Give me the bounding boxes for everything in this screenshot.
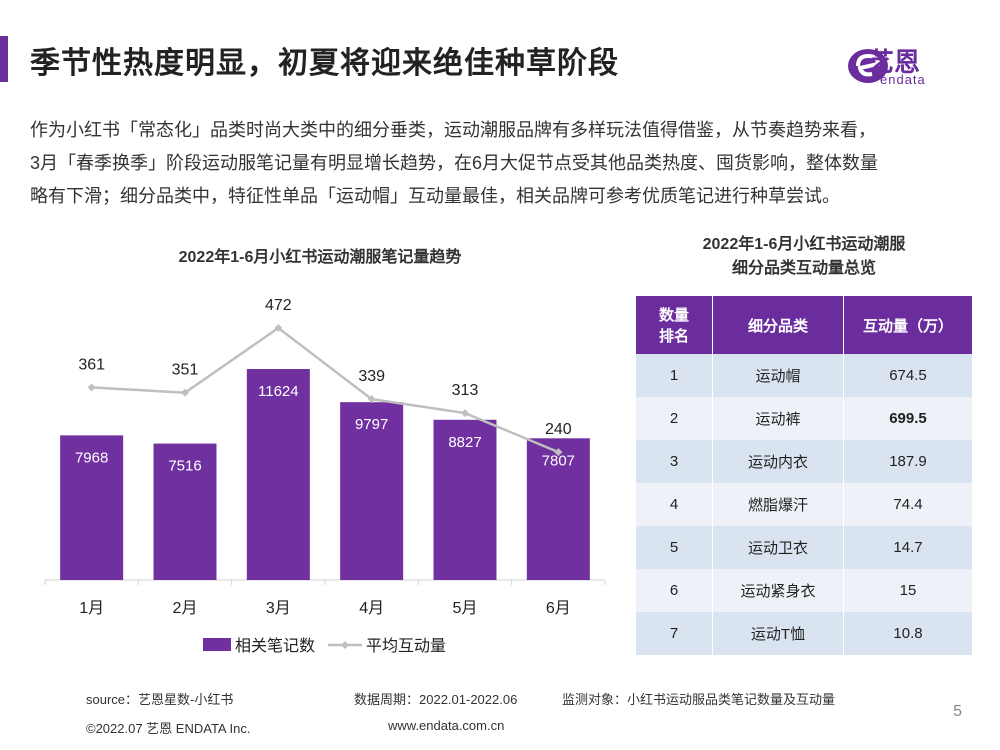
page-number: 5 xyxy=(953,703,962,720)
cell-value: 699.5 xyxy=(843,397,972,440)
line-value-label: 240 xyxy=(545,421,572,438)
x-tick-label: 6月 xyxy=(546,600,571,617)
line-value-label: 339 xyxy=(358,368,385,385)
legend-line-marker xyxy=(341,641,349,649)
legend-line-label: 平均互动量 xyxy=(366,637,446,655)
table-title-line: 2022年1-6月小红书运动潮服 xyxy=(702,236,906,253)
logo-subtext: endata xyxy=(880,72,926,87)
cell-value: 674.5 xyxy=(843,354,972,397)
line-point xyxy=(367,395,376,404)
table-row: 5 运动卫衣 14.7 xyxy=(636,526,972,569)
cell-value: 10.8 xyxy=(843,612,972,655)
cell-category: 运动紧身衣 xyxy=(712,569,844,612)
line-value-label: 313 xyxy=(452,382,479,399)
chart-title: 2022年1-6月小红书运动潮服笔记量趋势 xyxy=(178,249,462,266)
bar-value-label: 9797 xyxy=(355,416,388,433)
cell-category: 运动帽 xyxy=(712,354,844,397)
table-row: 4 燃脂爆汗 74.4 xyxy=(636,483,972,526)
header-rank-line: 数量 xyxy=(658,307,689,324)
cell-rank: 7 xyxy=(636,612,713,655)
line-point xyxy=(87,383,96,392)
cell-value: 15 xyxy=(843,569,972,612)
intro-line: 3月「春季换季」阶段运动服笔记量有明显增长趋势，在6月大促节点受其他品类热度、囤… xyxy=(30,153,879,173)
bar-value-label: 8827 xyxy=(448,434,481,451)
line-point xyxy=(461,409,469,418)
cell-rank: 4 xyxy=(636,483,713,526)
cell-value: 74.4 xyxy=(843,483,972,526)
intro-line: 略有下滑；细分品类中，特征性单品「运动帽」互动量最佳，相关品牌可参考优质笔记进行… xyxy=(30,186,840,206)
x-tick-label: 4月 xyxy=(359,600,384,617)
cell-category: 运动卫衣 xyxy=(712,526,844,569)
cell-rank: 3 xyxy=(636,440,713,483)
logo-text: 艺恩 xyxy=(868,47,921,77)
footer-period: 数据周期：2022.01-2022.06 xyxy=(354,692,518,707)
cell-value: 187.9 xyxy=(843,440,972,483)
intro-paragraph: 作为小红书「常态化」品类时尚大类中的细分垂类，运动潮服品牌有多样玩法值得借鉴，从… xyxy=(30,114,970,213)
legend-bar-label: 相关笔记数 xyxy=(235,637,315,655)
bar-value-label: 7807 xyxy=(542,452,575,469)
cell-category: 运动内衣 xyxy=(712,440,844,483)
cell-rank: 2 xyxy=(636,397,713,440)
cell-category: 燃脂爆汗 xyxy=(712,483,844,526)
cell-value: 14.7 xyxy=(843,526,972,569)
cell-category: 运动裤 xyxy=(712,397,844,440)
table-row: 7 运动T恤 10.8 xyxy=(636,612,972,655)
line-value-label: 351 xyxy=(172,362,199,379)
table-header-row: 数量 排名 细分品类 互动量（万） xyxy=(636,296,972,354)
footer-copyright: ©2022.07 艺恩 ENDATA Inc. xyxy=(86,721,251,736)
table-row: 6 运动紧身衣 15 xyxy=(636,569,972,612)
logo-mark-icon xyxy=(848,49,888,83)
table-row: 2 运动裤 699.5 xyxy=(636,397,972,440)
line-point xyxy=(554,448,563,457)
bar-value-label: 11624 xyxy=(258,383,299,400)
footer-object: 监测对象：小红书运动服品类笔记数量及互动量 xyxy=(562,692,836,707)
bar-6月 xyxy=(526,438,590,580)
table-title-line: 细分品类互动量总览 xyxy=(731,260,876,277)
bar-value-label: 7968 xyxy=(75,449,108,466)
line-point xyxy=(274,324,283,332)
cell-category: 运动T恤 xyxy=(712,612,844,655)
footer-website[interactable]: www.endata.com.cn xyxy=(388,718,505,733)
x-tick-label: 3月 xyxy=(266,600,291,617)
endata-logo xyxy=(848,49,888,83)
page-title: 季节性热度明显，初夏将迎来绝佳种草阶段 xyxy=(30,47,619,80)
line-value-label: 472 xyxy=(265,297,292,314)
bar-2月 xyxy=(153,443,217,580)
bar-3月 xyxy=(246,369,310,580)
table-row: 1 运动帽 674.5 xyxy=(636,354,972,397)
footer-source: source：艺恩星数-小红书 xyxy=(86,692,234,707)
line-value-label: 361 xyxy=(78,356,105,373)
intro-line: 作为小红书「常态化」品类时尚大类中的细分垂类，运动潮服品牌有多样玩法值得借鉴，从… xyxy=(30,120,876,140)
line-point xyxy=(181,388,189,397)
notes-trend-chart: 7968 7516 11624 9797 8827 7807 361 351 472 339 313… xyxy=(44,297,606,655)
cell-rank: 6 xyxy=(636,569,713,612)
header-rank-line: 排名 xyxy=(658,328,689,345)
bar-value-label: 7516 xyxy=(168,458,201,475)
header-category: 细分品类 xyxy=(712,296,844,354)
bar-1月 xyxy=(60,435,124,580)
table-title: 2022年1-6月小红书运动潮服 细分品类互动量总览 xyxy=(636,233,972,281)
category-interaction-table: 数量 排名 细分品类 互动量（万） 1 运动帽 674.5 2 运动裤 699.5 3 运动内… xyxy=(636,296,972,655)
title-accent-bar xyxy=(0,36,8,82)
avg-interaction-line xyxy=(91,326,559,454)
cell-rank: 1 xyxy=(636,354,713,397)
table-row: 3 运动内衣 187.9 xyxy=(636,440,972,483)
x-tick-label: 1月 xyxy=(79,600,104,617)
x-tick-label: 5月 xyxy=(453,600,478,617)
bar-4月 xyxy=(340,402,404,580)
legend-bar-swatch xyxy=(203,638,231,651)
x-tick-label: 2月 xyxy=(173,600,198,617)
header-rank: 数量 排名 xyxy=(636,296,713,354)
bar-5月 xyxy=(433,419,497,580)
cell-rank: 5 xyxy=(636,526,713,569)
header-value: 互动量（万） xyxy=(843,296,972,354)
